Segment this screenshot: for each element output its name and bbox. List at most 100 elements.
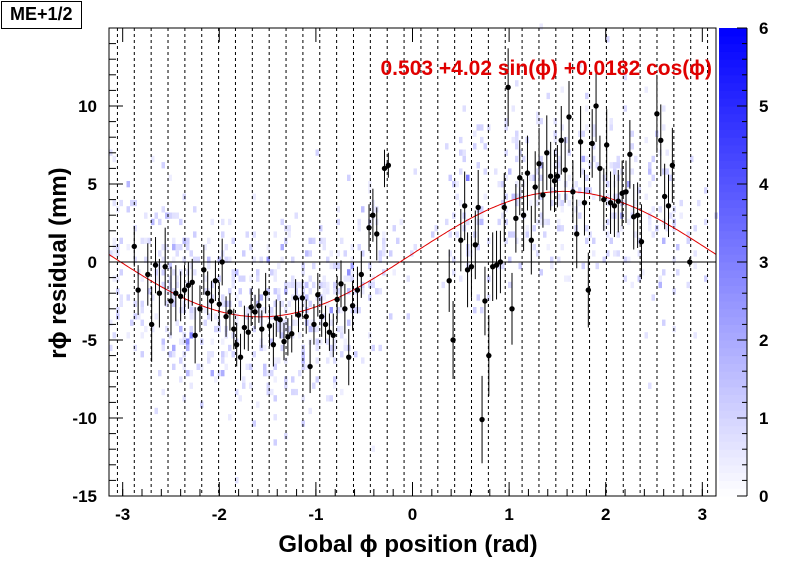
colorbar-band xyxy=(719,418,747,427)
heat-cell xyxy=(343,275,347,282)
point-marker xyxy=(311,321,317,328)
data-point xyxy=(493,230,500,300)
point-marker xyxy=(509,306,515,312)
heat-cell xyxy=(564,181,568,188)
heat-cell xyxy=(280,344,284,352)
point-marker xyxy=(374,231,380,237)
data-point xyxy=(658,104,664,177)
point-marker xyxy=(577,139,584,145)
data-point xyxy=(177,271,184,322)
heat-cell xyxy=(116,250,120,257)
colorbar-band xyxy=(719,464,747,474)
colorbar-tick-label: 0 xyxy=(759,487,768,506)
heat-cell xyxy=(172,288,176,295)
heat-cell xyxy=(158,250,162,257)
colorbar-band xyxy=(719,215,747,224)
heat-cell xyxy=(144,325,148,333)
data-point xyxy=(299,279,306,317)
heat-cell xyxy=(249,275,253,282)
heat-cell xyxy=(252,231,256,238)
heat-cell xyxy=(392,225,396,232)
point-marker xyxy=(266,323,273,329)
data-point xyxy=(277,301,283,339)
data-point xyxy=(370,188,376,242)
heat-cell xyxy=(193,269,197,276)
heat-cell xyxy=(172,256,176,263)
point-marker xyxy=(536,161,542,167)
colorbar-band xyxy=(719,457,747,466)
heat-cell xyxy=(231,351,235,358)
heat-cell xyxy=(354,307,358,314)
heat-cell xyxy=(238,395,242,402)
heat-cell xyxy=(669,174,673,181)
colorbar-band xyxy=(719,35,747,45)
heat-cell xyxy=(368,218,372,226)
data-point xyxy=(468,235,475,298)
heat-cell xyxy=(336,206,340,213)
heat-cell xyxy=(322,237,326,244)
heat-cell xyxy=(578,61,582,68)
heat-cell xyxy=(140,319,144,326)
point-marker xyxy=(231,326,237,332)
heat-cell xyxy=(249,363,253,370)
heat-cell xyxy=(602,256,606,263)
heat-cell xyxy=(168,174,172,181)
data-point xyxy=(168,266,174,336)
colorbar-tick-label: 2 xyxy=(759,331,768,350)
heat-cell xyxy=(186,244,190,251)
point-marker xyxy=(370,212,376,218)
heat-cell xyxy=(623,73,627,81)
point-marker xyxy=(201,267,207,273)
colorbar-band xyxy=(719,98,747,107)
point-marker xyxy=(597,165,603,172)
point-marker xyxy=(227,309,233,315)
heat-cell xyxy=(406,313,410,320)
heat-cell xyxy=(662,269,666,276)
heat-cell xyxy=(630,281,634,289)
data-point xyxy=(135,265,141,316)
data-point xyxy=(458,208,464,272)
heat-cell xyxy=(487,124,491,131)
heat-cell xyxy=(326,395,330,402)
heat-cell xyxy=(361,250,365,257)
point-marker xyxy=(562,167,568,173)
data-point xyxy=(281,322,287,361)
point-marker xyxy=(658,137,664,144)
point-marker xyxy=(669,162,676,168)
heat-cell xyxy=(378,344,382,352)
x-axis-title: Global ϕ position (rad) xyxy=(278,531,537,558)
heat-cell xyxy=(140,275,144,282)
heat-cell xyxy=(112,244,116,251)
heat-cell xyxy=(350,269,354,276)
heat-cell xyxy=(273,439,277,446)
heat-cell xyxy=(235,294,239,301)
heat-cell xyxy=(333,376,337,383)
heat-cell xyxy=(483,193,487,200)
heat-cell xyxy=(347,275,351,282)
colorbar-band xyxy=(719,425,747,435)
heat-cell xyxy=(252,325,256,333)
data-point xyxy=(627,120,633,189)
heat-cell xyxy=(651,174,655,181)
heat-cell xyxy=(119,269,123,276)
heat-cell xyxy=(378,256,382,263)
heat-cell xyxy=(263,363,267,370)
heat-cell xyxy=(448,174,452,181)
heat-cell xyxy=(231,275,235,282)
heat-cell xyxy=(560,86,564,93)
heat-cell xyxy=(585,225,589,232)
heat-cell xyxy=(231,281,235,289)
colorbar-band xyxy=(719,386,747,396)
heat-cell xyxy=(704,187,708,194)
heat-cell xyxy=(459,136,463,144)
heat-cell xyxy=(588,231,592,238)
heat-cell xyxy=(189,370,193,377)
heat-cell xyxy=(585,155,589,163)
point-marker xyxy=(245,329,251,335)
data-point xyxy=(581,169,588,236)
heat-cell xyxy=(221,370,225,377)
point-marker xyxy=(638,239,645,245)
heat-cell xyxy=(182,237,186,244)
point-marker xyxy=(349,302,356,309)
heat-cell xyxy=(301,269,305,276)
